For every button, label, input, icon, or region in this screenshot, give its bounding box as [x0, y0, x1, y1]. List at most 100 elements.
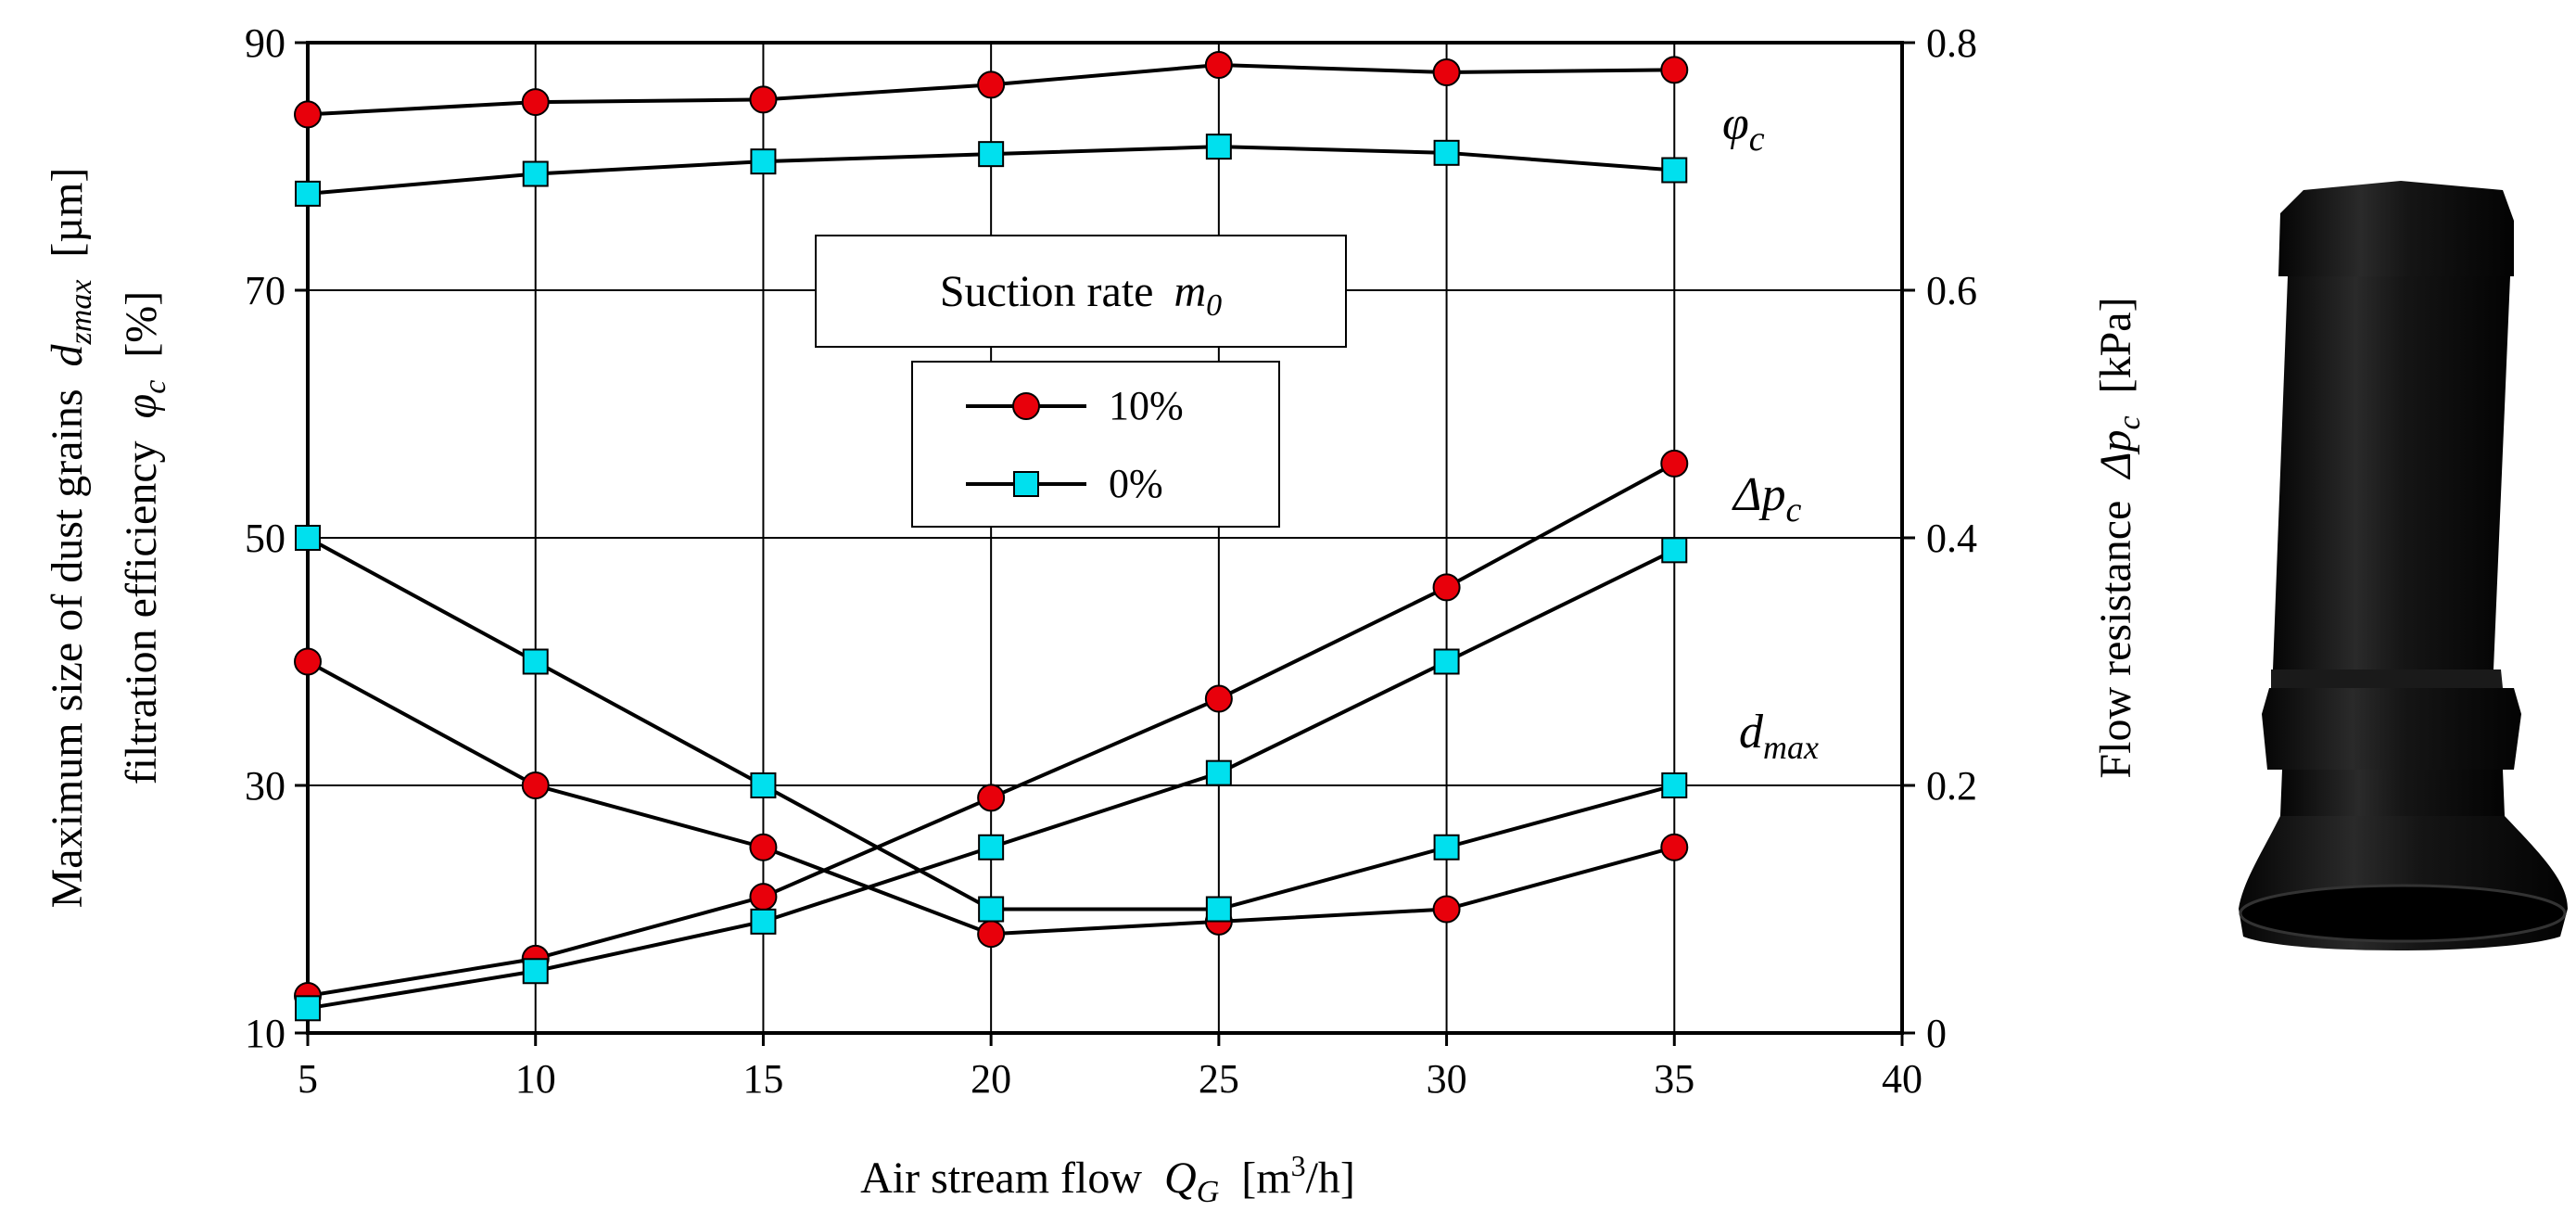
legend-entries-box — [911, 361, 1280, 528]
filter-collar — [2262, 688, 2521, 770]
x-axis-label-symbol-sub: G — [1197, 1175, 1220, 1209]
point-s5-10 — [522, 648, 549, 675]
point-s3-30 — [1433, 648, 1460, 675]
point-s2-35 — [1660, 449, 1689, 478]
point-s2-30 — [1432, 573, 1461, 602]
legend-title-main: Suction rate — [940, 267, 1154, 316]
x-axis-label-unit-sup: 3 — [1291, 1149, 1306, 1182]
x-tick-label-25: 25 — [1199, 1056, 1239, 1102]
point-s1-15 — [750, 148, 777, 175]
legend: Suction rate m0 10% 0% — [815, 235, 1347, 528]
y-left-label1-symbol: d — [43, 343, 92, 366]
x-tick-label-35: 35 — [1654, 1056, 1694, 1102]
y-right-tick-labels: 0 0.2 0.4 0.6 0.8 — [1926, 20, 1977, 1056]
y-right-label-symbol: Δp — [2091, 429, 2140, 479]
point-s2-15 — [749, 883, 778, 912]
curve-label-dmax: dmax — [1739, 706, 1819, 766]
point-s1-5 — [295, 180, 321, 207]
y-left-tick-label-50: 50 — [245, 516, 286, 561]
point-s4-15 — [749, 833, 778, 861]
x-tick-label-30: 30 — [1427, 1056, 1467, 1102]
x-tick-label-10: 10 — [515, 1056, 556, 1102]
filter-photo — [2239, 181, 2568, 950]
x-axis-label: Air stream flow QG [m3/h] — [860, 1149, 1355, 1212]
point-s0-10 — [521, 88, 550, 117]
point-s3-25 — [1205, 759, 1232, 786]
x-axis-label-unit-open: [m — [1241, 1154, 1290, 1203]
point-s5-35 — [1661, 772, 1688, 798]
x-tick-label-40: 40 — [1882, 1056, 1922, 1102]
filter-body — [2273, 276, 2510, 669]
y-left-label1-main: Maximum size of dust grains — [43, 389, 92, 908]
point-s4-5 — [294, 647, 322, 676]
point-s5-25 — [1205, 896, 1232, 923]
point-s1-10 — [522, 160, 549, 187]
x-tick-label-20: 20 — [971, 1056, 1011, 1102]
curve-label-phi: φc — [1722, 97, 1765, 159]
point-s3-20 — [978, 834, 1005, 861]
filter-ring — [2271, 669, 2503, 688]
y-left-label2-unit: [%] — [117, 291, 166, 358]
point-s0-25 — [1204, 51, 1233, 80]
point-s5-5 — [295, 525, 321, 551]
legend-marker-0 — [1013, 471, 1039, 497]
point-s4-30 — [1432, 895, 1461, 924]
y-left-tick-labels: 10 30 50 70 90 — [245, 20, 286, 1056]
legend-title-symbol: m — [1174, 267, 1206, 316]
y-left-label2-main: filtration efficiency — [117, 440, 166, 784]
y-left-label1-unit: [µm] — [43, 168, 92, 258]
x-tick-label-5: 5 — [298, 1056, 318, 1102]
y-left-tick-label-30: 30 — [245, 763, 286, 809]
legend-title-sub: 0 — [1206, 288, 1222, 323]
y-right-label-sub: c — [2113, 415, 2147, 429]
point-s5-15 — [750, 772, 777, 798]
x-axis-label-unit-close: /h] — [1306, 1154, 1355, 1203]
point-s4-35 — [1660, 833, 1689, 861]
curve-label-dp-symbol: Δp — [1732, 468, 1786, 521]
y-right-tick-label-0: 0 — [1926, 1011, 1947, 1056]
x-tick-labels: 5 10 15 20 25 30 35 40 — [298, 1056, 1922, 1102]
y-left-tick-label-10: 10 — [245, 1011, 286, 1056]
point-s5-20 — [978, 896, 1005, 923]
point-s1-25 — [1205, 134, 1232, 160]
y-right-tick-label-0.4: 0.4 — [1926, 516, 1977, 561]
y-right-tick-label-0.6: 0.6 — [1926, 268, 1977, 313]
y-left-label2-sub: c — [138, 380, 172, 394]
point-s3-35 — [1661, 537, 1688, 564]
filter-neck — [2280, 770, 2505, 816]
point-s1-35 — [1661, 157, 1688, 184]
x-tick-label-15: 15 — [742, 1056, 783, 1102]
y-right-tick-label-0.8: 0.8 — [1926, 20, 1977, 66]
legend-title: Suction rate m0 — [940, 267, 1222, 323]
plot-area: 5 10 15 20 25 30 35 40 10 30 50 70 90 0 0.2 0.4 0.6 0.8 — [245, 20, 1977, 1102]
y-left-tick-label-70: 70 — [245, 268, 286, 313]
legend-marker-10 — [1012, 392, 1040, 420]
x-axis-label-symbol: Q — [1164, 1154, 1197, 1203]
curve-label-dmax-sub: max — [1763, 729, 1819, 766]
point-s1-30 — [1433, 139, 1460, 166]
y-left-axis-label-line2: filtration efficiency φc [%] — [117, 291, 175, 785]
point-s2-25 — [1204, 684, 1233, 713]
series-markers — [294, 51, 1689, 1022]
point-s3-10 — [522, 958, 549, 985]
x-axis-label-main: Air stream flow — [860, 1154, 1142, 1203]
curve-label-phi-sub: c — [1749, 120, 1765, 159]
curve-label-dmax-symbol: d — [1739, 706, 1764, 759]
point-s4-10 — [521, 771, 550, 799]
curve-label-dp: Δpc — [1732, 468, 1802, 529]
point-s1-20 — [978, 141, 1005, 168]
y-right-label-main: Flow resistance — [2091, 501, 2140, 779]
curve-label-dp-sub: c — [1786, 491, 1802, 529]
y-right-label-unit: [kPa] — [2091, 297, 2140, 393]
y-right-axis-label: Flow resistance Δpc [kPa] — [2091, 297, 2150, 778]
y-left-label1-sub: zmax — [64, 280, 98, 346]
point-s0-20 — [977, 70, 1006, 99]
point-s3-5 — [295, 995, 321, 1022]
legend-label-10: 10% — [1109, 383, 1184, 428]
y-left-axis-label-line1: Maximum size of dust grains dzmax [µm] — [43, 168, 101, 909]
y-left-tick-label-90: 90 — [245, 20, 286, 66]
curve-label-phi-symbol: φ — [1722, 97, 1749, 150]
legend-title-box — [815, 235, 1347, 348]
point-s5-30 — [1433, 834, 1460, 861]
